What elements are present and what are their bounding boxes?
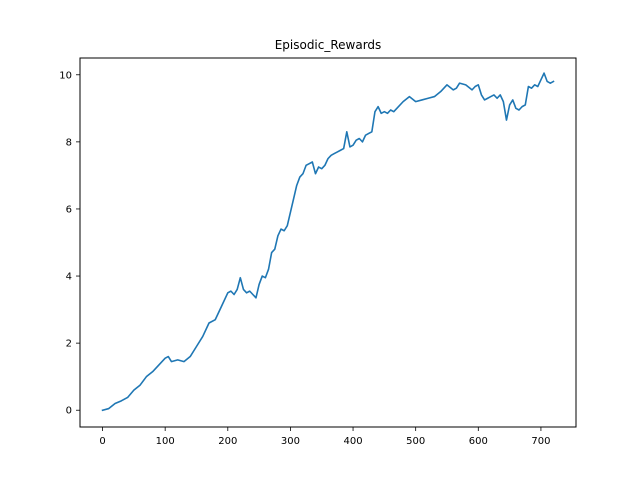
y-tick-label: 10	[59, 70, 72, 81]
y-axis: 0 2 4 6 8 10	[59, 70, 80, 417]
axes-frame	[79, 57, 577, 428]
x-tick-label: 500	[406, 436, 425, 447]
x-tick-label: 700	[531, 436, 550, 447]
x-tick-label: 200	[218, 436, 237, 447]
series-line	[101, 72, 555, 412]
chart-title: Episodic_Rewards	[275, 38, 382, 52]
y-tick-label: 8	[66, 137, 72, 148]
y-tick-label: 6	[66, 204, 72, 215]
x-tick-label: 0	[99, 436, 105, 447]
plot-area	[101, 72, 555, 412]
x-tick-label: 600	[469, 436, 488, 447]
y-tick-label: 4	[66, 272, 72, 283]
y-tick-label: 2	[66, 339, 72, 350]
x-tick-label: 300	[281, 436, 300, 447]
x-tick-label: 100	[156, 436, 175, 447]
x-tick-label: 400	[344, 436, 363, 447]
y-tick-label: 0	[66, 406, 72, 417]
x-axis: 0 100 200 300 400 500 600 700	[99, 427, 550, 447]
